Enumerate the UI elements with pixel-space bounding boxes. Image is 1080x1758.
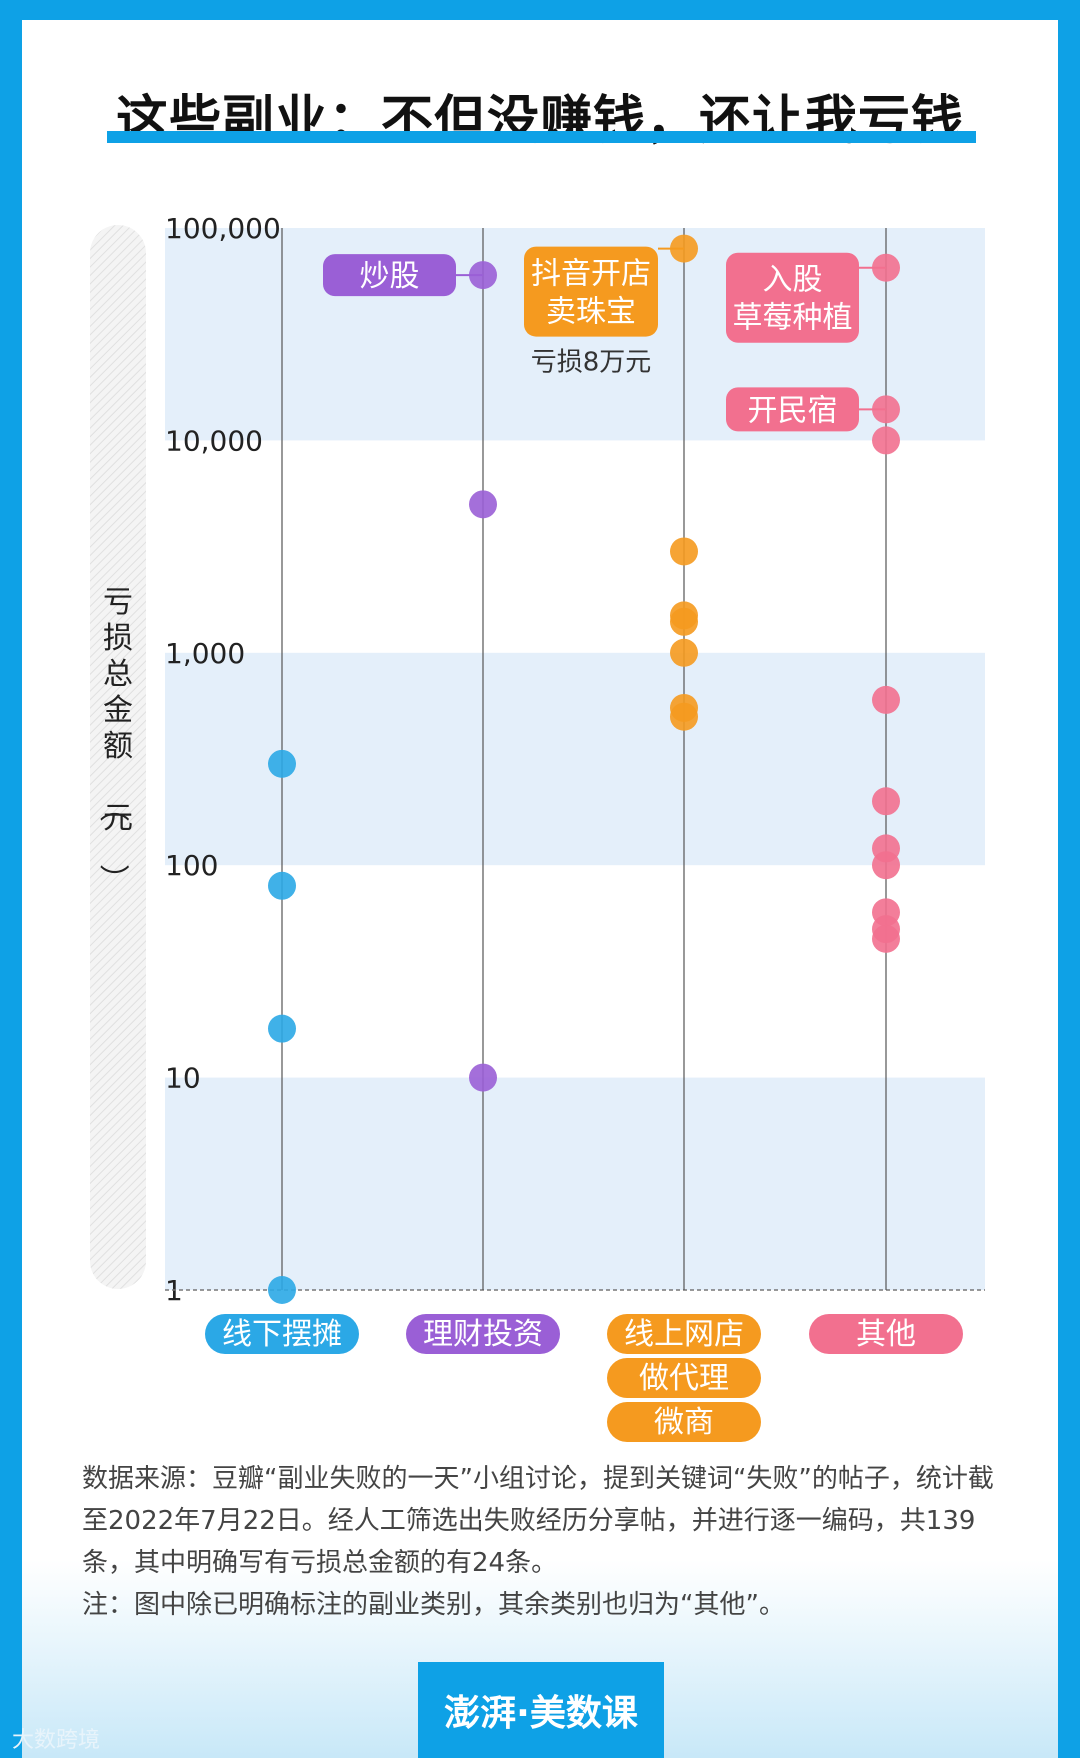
category-label: 线下摆摊 — [222, 1317, 342, 1352]
data-point — [872, 924, 900, 953]
annotation-box — [726, 387, 859, 432]
source-note: 数据来源：豆瓣“副业失败的一天”小组讨论，提到关键词“失败”的帖子，统计截至20… — [82, 1464, 994, 1578]
footnote: 注：图中除已明确标注的副业类别，其余类别也归为“其他”。 — [82, 1590, 785, 1620]
notes: 数据来源：豆瓣“副业失败的一天”小组讨论，提到关键词“失败”的帖子，统计截至20… — [82, 1458, 1012, 1626]
category-pill — [607, 1402, 761, 1442]
band-2 — [165, 1077, 985, 1290]
data-point — [670, 537, 698, 566]
category-pill — [809, 1314, 963, 1354]
annotation-box — [323, 254, 456, 297]
data-point — [268, 1276, 296, 1304]
y-axis-label-panel — [90, 225, 146, 1289]
category-label: 线上网店 — [624, 1317, 744, 1352]
category-pill — [406, 1314, 560, 1354]
data-point — [268, 749, 296, 778]
category-label: 做代理 — [639, 1361, 729, 1396]
data-point — [670, 702, 698, 731]
annotation-label: 开民宿 — [748, 393, 838, 428]
y-tick-label: 1,000 — [165, 637, 245, 670]
data-point — [670, 638, 698, 667]
annotation-label: 炒股 — [360, 259, 420, 294]
category-label: 其他 — [856, 1317, 916, 1352]
category-pill — [607, 1358, 761, 1398]
y-axis-label: 亏损总金额（元） — [95, 585, 133, 894]
annotation-box — [524, 246, 658, 337]
category-label: 微商 — [654, 1405, 714, 1440]
data-point — [872, 685, 900, 714]
title-underline — [107, 131, 976, 143]
annotation-label: 入股 — [763, 263, 823, 298]
data-point — [268, 1014, 296, 1043]
data-point — [872, 851, 900, 880]
brand-logo: 澎湃·美数课 — [418, 1662, 664, 1758]
category-pill — [607, 1314, 761, 1354]
annotation-note: 亏损8万元 — [531, 348, 652, 378]
annotation-label: 草莓种植 — [733, 301, 853, 336]
y-tick-label: 10,000 — [165, 424, 263, 457]
band-1 — [165, 652, 985, 866]
data-point — [670, 607, 698, 636]
data-point — [872, 426, 900, 455]
watermark: 大数跨境 — [12, 1728, 101, 1753]
category-label: 理财投资 — [423, 1317, 543, 1352]
category-pill — [205, 1314, 359, 1354]
brand-logo-text: 澎湃·美数课 — [444, 1693, 638, 1734]
y-tick-label: 100,000 — [165, 212, 281, 245]
data-point — [469, 1063, 497, 1092]
data-point — [469, 490, 497, 519]
data-point — [872, 787, 900, 816]
annotation-box — [726, 252, 859, 343]
annotation-label: 卖珠宝 — [546, 295, 636, 330]
data-point — [268, 871, 296, 900]
annotation-label: 抖音开店 — [531, 257, 651, 292]
y-tick-label: 10 — [165, 1062, 201, 1095]
y-tick-label: 100 — [165, 849, 218, 882]
